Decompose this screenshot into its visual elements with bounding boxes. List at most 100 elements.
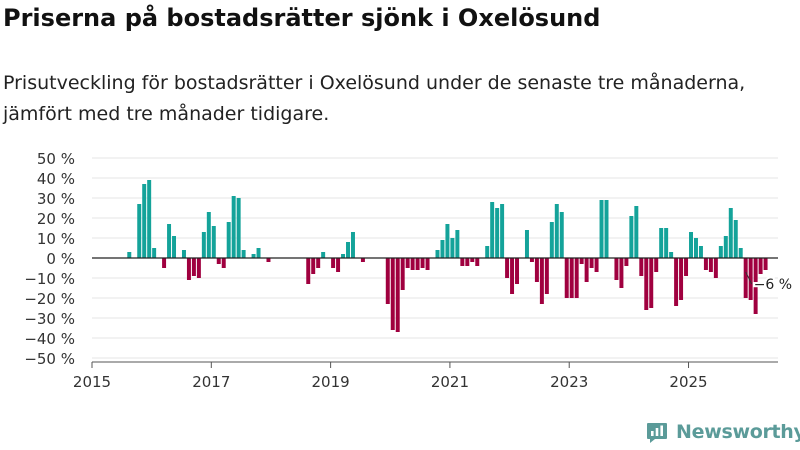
bar xyxy=(500,204,505,258)
bar xyxy=(614,258,619,280)
bar xyxy=(405,258,410,268)
bar xyxy=(713,258,718,278)
bar xyxy=(415,258,420,270)
bar xyxy=(142,184,147,258)
bar xyxy=(743,258,748,298)
bar xyxy=(510,258,515,294)
bar xyxy=(684,258,689,276)
bar xyxy=(544,258,549,294)
bar xyxy=(539,258,544,304)
bar xyxy=(186,258,191,280)
bar xyxy=(127,252,132,258)
bar xyxy=(515,258,520,284)
bar xyxy=(723,236,728,258)
brand-logo: Newsworthy xyxy=(645,420,800,444)
bar xyxy=(639,258,644,276)
gridlines xyxy=(92,157,778,359)
bar xyxy=(599,200,604,258)
bar xyxy=(728,208,733,258)
bar xyxy=(221,258,226,268)
bar xyxy=(679,258,684,300)
bar xyxy=(147,180,152,258)
bar xyxy=(331,258,336,268)
bar xyxy=(346,242,350,258)
annotation-leader xyxy=(745,271,753,285)
bar xyxy=(644,258,649,310)
bar xyxy=(733,220,738,258)
chart-subtitle: Prisutveckling för bostadsrätter i Oxelö… xyxy=(3,72,746,125)
bar xyxy=(435,250,440,258)
bar xyxy=(311,258,316,274)
brand-name: Newsworthy xyxy=(676,421,800,443)
bar xyxy=(689,232,693,258)
bar xyxy=(693,238,698,258)
bar xyxy=(584,258,589,282)
bar xyxy=(256,248,261,258)
bar xyxy=(524,230,529,258)
bar xyxy=(390,258,395,330)
bar xyxy=(629,216,634,258)
y-tick-label: −30 % xyxy=(24,310,75,328)
bar xyxy=(395,258,400,332)
bar xyxy=(167,224,172,258)
axes: −50 % −40 % −30 % −20 % −10 % 0 % 10 % 20 % 30 %… xyxy=(24,150,778,391)
bar xyxy=(191,258,196,276)
bar xyxy=(505,258,510,278)
bar xyxy=(654,258,659,272)
bar xyxy=(316,258,321,268)
bar xyxy=(450,238,455,258)
bar xyxy=(306,258,311,284)
bar xyxy=(564,258,569,298)
bar xyxy=(211,226,216,258)
bar xyxy=(460,258,465,266)
bar xyxy=(674,258,679,306)
bar xyxy=(181,250,186,258)
y-tick-label: 10 % xyxy=(37,230,75,248)
bar xyxy=(559,212,564,258)
bar xyxy=(589,258,594,268)
bar xyxy=(490,202,495,258)
bar xyxy=(475,258,480,266)
bar xyxy=(196,258,201,278)
bar xyxy=(594,258,599,272)
bar xyxy=(350,232,355,258)
bar xyxy=(410,258,415,270)
bar xyxy=(485,246,490,258)
y-tick-label: 30 % xyxy=(37,190,75,208)
bar xyxy=(549,222,554,258)
bar xyxy=(604,200,609,258)
bar xyxy=(455,230,460,258)
y-tick-label: 50 % xyxy=(37,150,75,168)
bar xyxy=(649,258,654,308)
bar xyxy=(529,258,534,262)
x-tick-label: 2019 xyxy=(312,373,350,391)
bar xyxy=(465,258,470,266)
bar xyxy=(495,208,500,258)
bar xyxy=(579,258,584,264)
bar xyxy=(201,232,206,258)
bar xyxy=(664,228,669,258)
bar xyxy=(425,258,430,270)
y-tick-label: −40 % xyxy=(24,330,75,348)
bar xyxy=(634,206,639,258)
bar xyxy=(763,258,768,270)
y-tick-label: −20 % xyxy=(24,290,75,308)
bar xyxy=(703,258,708,270)
bar xyxy=(236,198,241,258)
x-tick-label: 2025 xyxy=(669,373,707,391)
bar xyxy=(137,204,142,258)
bar xyxy=(231,196,236,258)
x-tick-label: 2015 xyxy=(73,373,111,391)
bar xyxy=(569,258,574,298)
y-tick-label: 40 % xyxy=(37,170,75,188)
bar xyxy=(420,258,425,268)
bar xyxy=(440,240,445,258)
newsworthy-logo-icon xyxy=(647,423,667,443)
bar xyxy=(172,236,177,258)
bar xyxy=(341,254,346,258)
bar xyxy=(574,258,579,298)
bar xyxy=(698,246,703,258)
chart-title: Priserna på bostadsrätter sjönk i Oxelös… xyxy=(3,4,601,32)
bar xyxy=(241,250,246,258)
bar xyxy=(445,224,450,258)
